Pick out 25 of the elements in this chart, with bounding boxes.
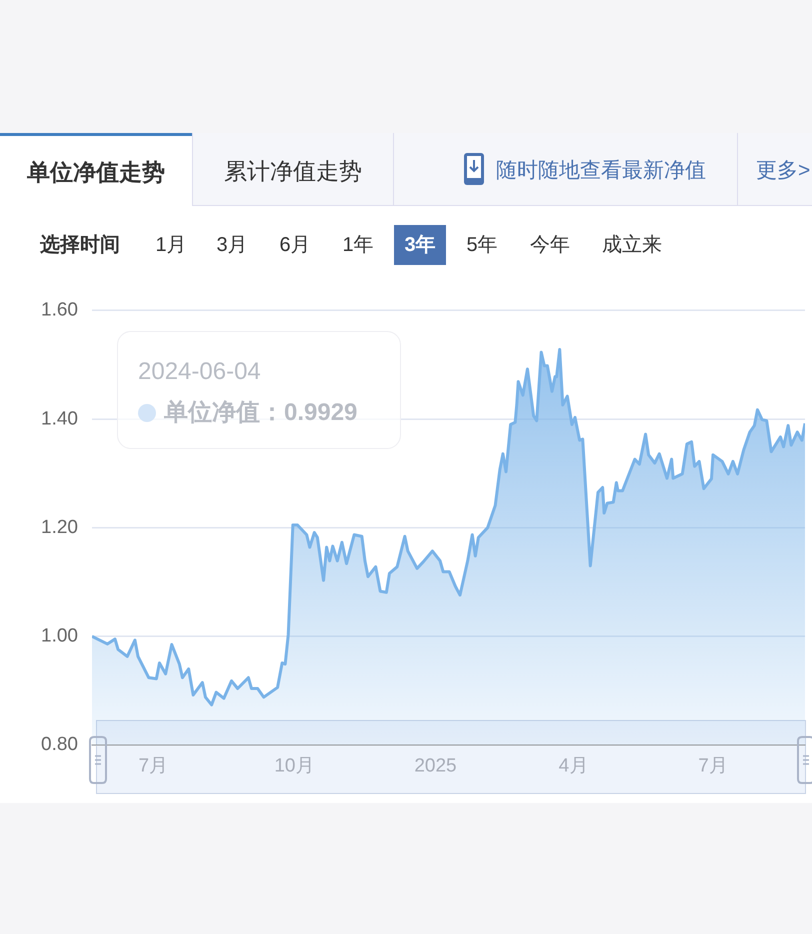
y-tick-label: 1.20 bbox=[41, 516, 78, 538]
x-tick-label: 7月 bbox=[698, 756, 728, 777]
text: 今年 bbox=[529, 233, 571, 258]
annotation: 单位净值：0.9929 bbox=[164, 398, 358, 428]
text: 5年 bbox=[465, 233, 499, 258]
text: 1年 bbox=[341, 233, 375, 258]
y-tick-label: 0.80 bbox=[41, 734, 78, 756]
text: 3年 bbox=[394, 225, 446, 265]
text: 随时随地查看最新净值 bbox=[496, 158, 706, 184]
y-tick-label: 1.00 bbox=[41, 626, 78, 647]
annotation: 2024-06-04 bbox=[138, 358, 261, 386]
text: 1月 bbox=[154, 233, 188, 258]
x-tick-label: 10月 bbox=[274, 756, 314, 777]
x-tick-label: 2025 bbox=[414, 756, 457, 777]
text: 累计净值走势 bbox=[192, 133, 394, 205]
text: 单位净值走势 bbox=[0, 133, 192, 206]
text: 成立来 bbox=[601, 233, 663, 258]
y-tick-label: 1.40 bbox=[41, 408, 78, 430]
text: 3月 bbox=[215, 233, 249, 258]
x-tick-label: 7月 bbox=[138, 756, 168, 777]
text: 选择时间 bbox=[39, 233, 121, 258]
x-tick-label: 4月 bbox=[558, 756, 588, 777]
y-tick-label: 1.60 bbox=[41, 300, 78, 321]
text: 6月 bbox=[278, 233, 312, 258]
text: 更多> bbox=[737, 133, 810, 205]
